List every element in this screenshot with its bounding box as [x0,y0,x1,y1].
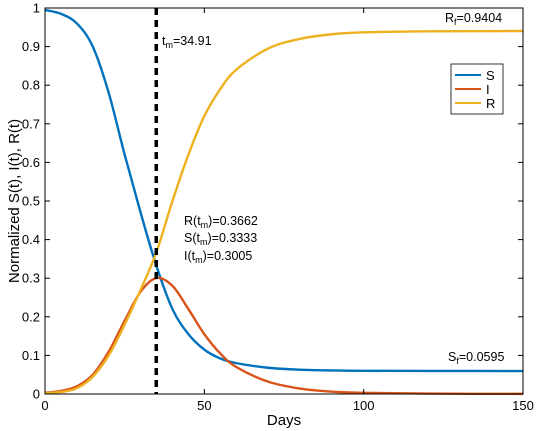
series-layer [44,8,524,396]
legend-label-r: R [486,96,495,111]
s-tm-annotation: S(tm)=0.3333 [184,231,257,247]
y-tick-label: 0.5 [22,194,40,209]
legend-label-i: I [486,82,490,97]
y-tick-label: 0.7 [22,116,40,131]
x-tick-label: 50 [197,398,211,413]
y-tick-label: 0.8 [22,78,40,93]
x-tick-label: 100 [353,398,375,413]
i-tm-annotation: I(tm)=0.3005 [184,249,252,265]
y-tick-label: 0.6 [22,155,40,170]
y-ticks: 0 0.1 0.2 0.3 0.4 0.5 0.6 0.7 0.8 0.9 1 [22,1,523,402]
y-tick-label: 0.9 [22,39,40,54]
y-tick-label: 0.3 [22,271,40,286]
sf-annotation: Sf=0.0595 [448,350,504,366]
tm-annotation: tm=34.91 [162,34,212,50]
y-axis-label: Normalized S(t), I(t), R(t) [6,119,23,283]
y-tick-label: 0.2 [22,309,40,324]
series-line-i [44,276,524,396]
y-tick-label: 0 [33,387,40,402]
y-tick-label: 0.4 [22,232,40,247]
x-axis-label: Days [267,412,301,429]
r-tm-annotation: R(tm)=0.3662 [184,214,258,230]
series-line-r [44,29,524,395]
y-tick-label: 1 [33,1,40,16]
y-tick-label: 0.1 [22,348,40,363]
legend: S I R [450,63,504,115]
x-ticks: 0 50 100 150 [41,8,534,413]
legend-label-s: S [486,68,495,83]
x-tick-label: 150 [512,398,534,413]
series-line-s [44,8,524,373]
x-tick-label: 0 [41,398,48,413]
rf-annotation: Rf=0.9404 [445,11,502,27]
